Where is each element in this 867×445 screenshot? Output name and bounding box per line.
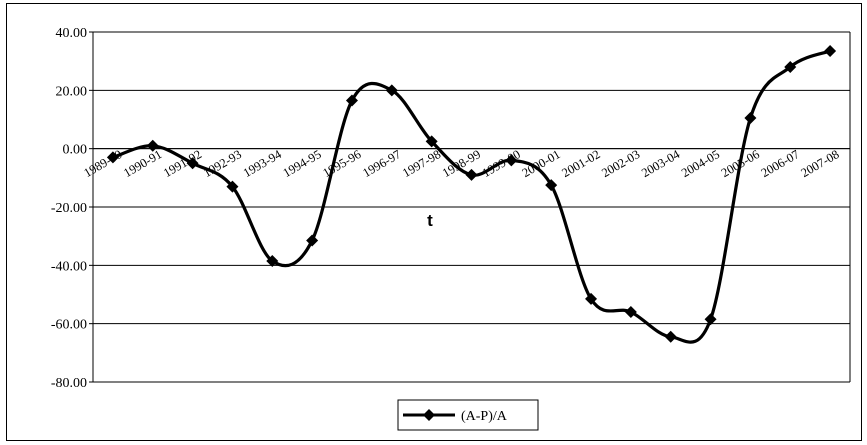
y-tick-label: -40.00 [51,259,87,274]
x-tick-label: 2001-02 [559,147,602,180]
x-tick-label: 2002-03 [599,147,642,180]
x-tick-label: 2007-08 [798,147,841,180]
y-tick-label: -80.00 [51,376,87,391]
data-point-marker [465,168,478,181]
data-point-marker [425,135,438,148]
legend-swatch-marker [423,409,435,421]
data-point-marker [186,157,199,170]
y-tick-label: 40.00 [56,26,88,41]
data-point-marker [744,112,757,125]
legend: (A-P)/A [397,399,539,431]
data-point-marker [664,330,677,343]
y-tick-label: -20.00 [51,201,87,216]
legend-label: (A-P)/A [461,409,508,424]
gridlines [93,31,850,383]
data-point-marker [385,84,398,97]
x-tick-label: 2005-06 [719,147,762,180]
data-point-marker [824,44,837,57]
data-point-marker [106,151,119,164]
data-point-marker [345,94,358,107]
y-tick-label: -60.00 [51,318,87,333]
data-point-marker [784,61,797,73]
x-tick-label: 2004-05 [679,147,722,180]
x-tick-label: 1996-97 [360,147,403,180]
data-point-marker [545,179,558,192]
chart-frame [6,3,862,441]
data-point-marker [585,292,598,305]
y-tick-label: 20.00 [56,84,88,99]
x-tick-label: 1997-98 [400,147,443,180]
x-axis-title: t [427,211,433,230]
x-tick-label: 1989-90 [81,147,124,180]
x-tick-label: 2006-07 [759,147,802,180]
x-axis-tick-labels: 1989-901990-911991-921992-931993-941994-… [81,147,841,180]
data-point-marker [306,234,319,247]
data-point-marker [505,154,518,167]
x-tick-label: 1999-00 [480,147,523,180]
x-tick-label: 2000-01 [520,147,563,180]
series-line [112,49,831,344]
y-axis-tick-labels: 40.00 20.00 0.00 -20.00 -40.00 -60.00 -80.00 [51,26,93,391]
x-tick-label: 1993-94 [241,147,285,180]
data-point-marker [624,306,637,318]
data-point-marker [266,254,279,267]
data-point-marker [704,313,717,326]
x-tick-label: 2003-04 [639,147,683,180]
x-tick-label: 1994-95 [281,147,324,180]
data-point-marker [146,139,159,152]
x-tick-label: 1995-96 [320,147,363,180]
series-layer [106,44,837,344]
data-point-marker [226,180,239,193]
y-tick-label: 0.00 [63,143,88,158]
